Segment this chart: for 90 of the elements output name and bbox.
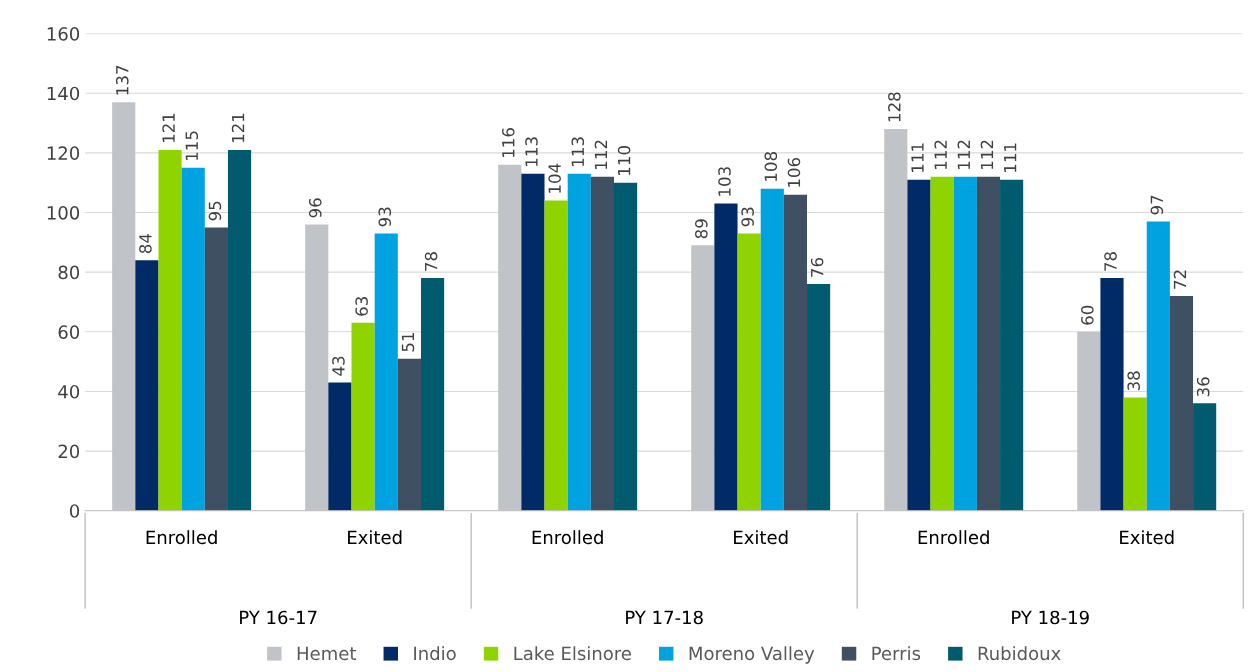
bar: [737, 233, 761, 511]
text: PY 17-18: [626, 610, 703, 625]
bar: [1169, 296, 1194, 511]
data-label: 111: [1004, 143, 1017, 172]
data-label: 128: [888, 92, 901, 122]
data-label: 96: [308, 198, 322, 218]
bar: [1146, 221, 1170, 511]
bar: [204, 227, 228, 511]
bar: [420, 278, 445, 511]
data-label: 112: [594, 140, 608, 169]
data-label: 113: [571, 137, 585, 166]
y-tick-label: 80: [58, 265, 80, 280]
data-label: 112: [980, 140, 994, 169]
bar: [544, 200, 568, 511]
bar: [590, 176, 614, 511]
data-label: 60: [1081, 305, 1094, 325]
x-tick-label: Exited: [348, 530, 402, 545]
data-label: 93: [378, 207, 392, 227]
bar: [158, 149, 182, 511]
data-label: 76: [810, 257, 824, 277]
data-label: 108: [764, 152, 778, 181]
data-label: 121: [231, 113, 245, 143]
legend-label: Rubidoux: [978, 646, 1061, 661]
y-tick-label: 100: [47, 205, 80, 220]
data-label: 115: [185, 131, 199, 160]
y-tick-label: 60: [58, 325, 80, 339]
bar: [1193, 403, 1217, 511]
y-tick-label: 140: [47, 86, 80, 101]
data-label: 97: [1150, 195, 1164, 215]
data-label: 103: [718, 167, 731, 196]
bar: [930, 176, 954, 511]
data-label: 95: [208, 201, 222, 221]
bar: [328, 382, 352, 511]
y-tick-label: 20: [58, 444, 80, 459]
data-label: 121: [162, 113, 175, 143]
data-label: 72: [1173, 270, 1187, 289]
text: PY 18-19: [1012, 610, 1089, 625]
y-tick-label: 0: [69, 504, 80, 518]
bar: [227, 149, 252, 511]
bar: [351, 322, 375, 511]
legend-label: Indio: [414, 646, 456, 661]
data-label: 51: [401, 333, 415, 352]
data-label: 78: [1104, 252, 1117, 271]
bar: [135, 260, 159, 511]
data-label: 112: [934, 140, 947, 169]
x-tick-label: Enrolled: [532, 530, 603, 545]
data-label: 93: [741, 207, 754, 227]
y-tick-label: 160: [47, 27, 80, 41]
legend-label: Hemet: [297, 646, 357, 661]
data-label: 104: [548, 163, 561, 193]
text: PY 16-17: [240, 610, 317, 625]
data-label: 78: [424, 252, 438, 271]
data-label: 36: [1196, 377, 1210, 397]
bar: [1000, 179, 1024, 511]
data-label: 43: [332, 356, 345, 376]
data-label: 38: [1127, 371, 1140, 391]
y-tick-label: 40: [58, 384, 80, 399]
data-label: 63: [355, 297, 368, 316]
bar: [1123, 397, 1147, 511]
data-label: 116: [502, 128, 515, 158]
data-label: 84: [139, 233, 152, 254]
bar: [614, 182, 638, 511]
data-label: 112: [957, 140, 970, 169]
bar: [807, 284, 831, 511]
bar: [783, 194, 808, 511]
y-tick-label: 120: [47, 146, 80, 160]
bar: [521, 173, 545, 511]
data-label: 110: [617, 146, 631, 175]
bar: [760, 188, 784, 511]
bar: [714, 203, 738, 511]
x-tick-label: Enrolled: [918, 530, 989, 545]
data-label: 113: [525, 137, 538, 166]
data-label: 137: [115, 65, 129, 95]
bar: [953, 176, 977, 511]
bar: [1100, 278, 1124, 511]
legend-label: Lake Elsinore: [514, 646, 631, 661]
x-tick-label: Exited: [1120, 530, 1174, 545]
legend-label: Moreno Valley: [689, 646, 815, 664]
data-label: 106: [787, 157, 801, 187]
bar: [397, 358, 421, 511]
bar: [181, 167, 205, 511]
bar: [567, 173, 591, 511]
x-tick-label: Enrolled: [146, 530, 217, 545]
bar: [976, 176, 1001, 511]
legend-label: Perris: [872, 646, 921, 661]
bar: [374, 233, 398, 511]
bar: [907, 179, 931, 511]
data-label: 111: [911, 143, 924, 172]
data-label: 89: [695, 219, 708, 239]
x-tick-label: Exited: [734, 530, 788, 545]
